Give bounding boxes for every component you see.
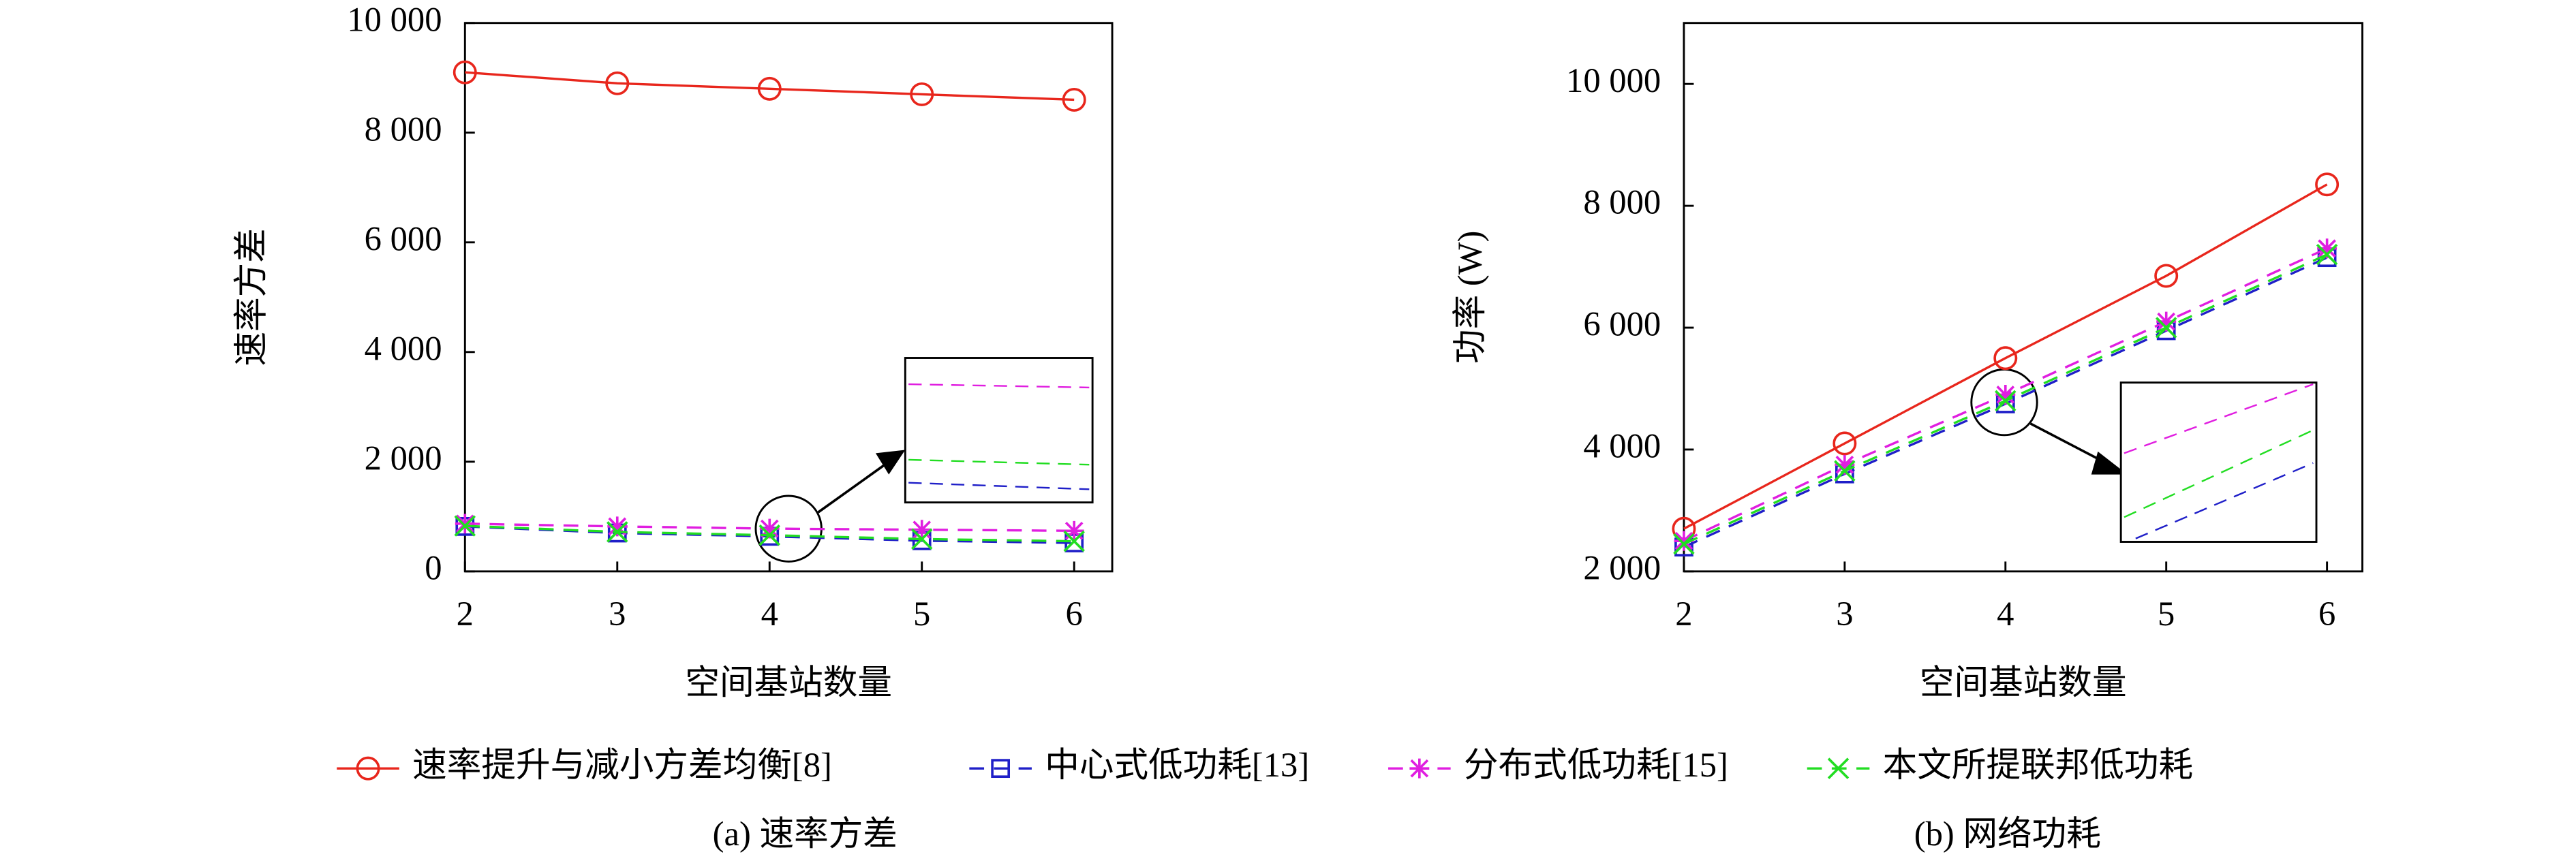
marker: [1063, 530, 1085, 552]
marker: [1995, 384, 2016, 405]
marker: [455, 514, 475, 534]
legend-item: 分布式低功耗[15]: [1388, 746, 1728, 784]
series-line: [465, 71, 1075, 101]
marker: [607, 516, 628, 537]
legend-label: 中心式低功耗[13]: [1045, 746, 1309, 784]
marker: [758, 524, 780, 546]
marker: [912, 520, 932, 540]
y-axis-label: 速率方差: [232, 228, 270, 366]
x-axis-label: 空间基站数量: [685, 663, 892, 702]
y-axis-label: 功率 (W): [1451, 231, 1489, 364]
x-tick-label: 6: [1066, 595, 1083, 633]
marker: [2155, 317, 2177, 339]
legend-label: 分布式低功耗[15]: [1464, 746, 1728, 784]
x-tick-label: 5: [913, 595, 930, 633]
marker: [910, 82, 934, 106]
marker: [1064, 520, 1084, 541]
y-tick-label: 0: [425, 548, 442, 586]
marker: [2315, 172, 2340, 197]
y-tick-label: 2 000: [365, 439, 442, 477]
y-tick-label: 10 000: [1566, 61, 1661, 99]
zoom-inset-b: [1970, 368, 2318, 543]
series: [1674, 238, 2337, 551]
legend-label: 本文所提联邦低功耗: [1883, 746, 2193, 784]
series: [455, 514, 1084, 541]
marker: [1995, 390, 2017, 412]
x-tick-label: 4: [1997, 595, 2014, 633]
y-tick-label: 6 000: [1583, 305, 1661, 343]
y-tick-label: 2 000: [1583, 548, 1661, 586]
marker: [991, 759, 1011, 779]
marker: [1827, 757, 1850, 779]
marker: [1062, 87, 1086, 112]
marker: [1674, 531, 1694, 551]
marker: [910, 528, 933, 550]
y-tick-label: 4 000: [365, 329, 442, 367]
marker: [1833, 431, 1857, 456]
marker: [759, 518, 780, 539]
marker: [607, 521, 628, 543]
x-tick-label: 2: [1675, 595, 1692, 633]
x-tick-label: 4: [761, 595, 778, 633]
marker: [1409, 758, 1430, 779]
y-tick-label: 6 000: [365, 219, 442, 257]
plot-frame: [1683, 22, 2363, 573]
marker: [1993, 346, 2018, 371]
legend-item: 速率提升与减小方差均衡[8]: [337, 746, 832, 784]
series: [454, 515, 1085, 552]
marker: [2317, 238, 2337, 259]
x-tick-label: 3: [609, 595, 626, 633]
y-tick-label: 10 000: [347, 0, 442, 38]
y-tick-label: 8 000: [365, 110, 442, 148]
legend-item: 本文所提联邦低功耗: [1807, 746, 2193, 784]
zoom-inset-a: [754, 357, 1094, 563]
y-tick-label: 4 000: [1583, 427, 1661, 465]
x-axis-label: 空间基站数量: [1920, 663, 2127, 702]
x-tick-label: 2: [457, 595, 474, 633]
marker: [757, 76, 782, 101]
marker: [1835, 454, 1855, 475]
series: [453, 60, 1086, 112]
marker: [1834, 460, 1856, 482]
series: [1673, 243, 2338, 555]
marker: [2316, 243, 2338, 266]
marker: [453, 60, 477, 84]
caption: (b) 网络功耗: [1914, 815, 2101, 853]
marker: [1673, 533, 1695, 555]
series: [1672, 172, 2340, 541]
y-tick-label: 8 000: [1583, 183, 1661, 221]
legend-label: 速率提升与减小方差均衡[8]: [412, 746, 832, 784]
series-line: [1683, 183, 2328, 530]
legend-item: 中心式低功耗[13]: [969, 746, 1309, 784]
marker: [605, 71, 630, 95]
x-tick-label: 5: [2158, 595, 2175, 633]
plot-frame: [463, 22, 1114, 573]
caption: (a) 速率方差: [713, 815, 898, 853]
x-tick-label: 3: [1836, 595, 1853, 633]
marker: [2156, 311, 2177, 332]
marker: [2154, 264, 2179, 288]
marker: [356, 756, 380, 781]
marker: [454, 515, 476, 537]
x-tick-label: 6: [2318, 595, 2335, 633]
